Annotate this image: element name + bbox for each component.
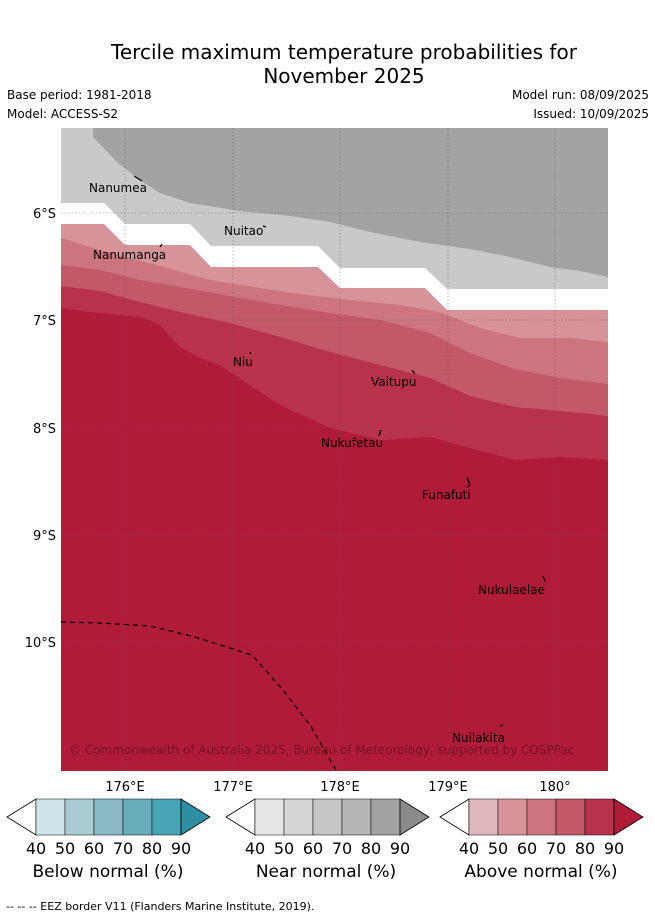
colorbar-tick: 90 [604, 839, 624, 858]
colorbar-tick: 40 [245, 839, 265, 858]
colorbar-tick: 70 [113, 839, 133, 858]
model-run: Model run: 08/09/2025 [511, 88, 649, 102]
colorbars: 40 50 60 70 80 90 40 50 60 70 80 90 40 50 60 70 80 90 [6, 798, 644, 858]
colorbar-tick: 80 [575, 839, 595, 858]
place-nuilakita: Nuilakita [452, 731, 505, 745]
colorbar-tick: 50 [55, 839, 75, 858]
probability-map: Nanumea Nuitao Nanumanga Niu Vaitupu Nuk… [25, 128, 608, 795]
colorbar-tick: 50 [488, 839, 508, 858]
colorbar-cell [283, 798, 314, 836]
copyright-notice: © Commonwealth of Australia 2025, Bureau… [69, 743, 574, 757]
colorbar-cell [370, 798, 401, 836]
colorbar-tick: 90 [390, 839, 410, 858]
map-title: Tercile maximum temperature probabilitie… [0, 40, 655, 88]
place-funafuti: Funafuti [422, 488, 471, 502]
lon-label: 176°E [105, 780, 145, 795]
colorbar-tick: 40 [459, 839, 479, 858]
eez-border [61, 621, 337, 771]
model-name: Model: ACCESS-S2 [7, 107, 119, 121]
place-nanumea: Nanumea [89, 181, 147, 195]
islands [133, 175, 546, 727]
colorbar-cell [497, 798, 528, 836]
lat-label: 7°S [33, 314, 56, 329]
near-50-region [93, 128, 608, 277]
colorbar-tick: 60 [84, 839, 104, 858]
colorbar-cell [341, 798, 372, 836]
colorbar-low-extension [439, 798, 470, 836]
colorbar-high-extension [180, 798, 211, 836]
lon-label: 177°E [213, 780, 253, 795]
colorbar-tick: 70 [332, 839, 352, 858]
place-nuitao: Nuitao [224, 224, 263, 238]
title-line-1: Tercile maximum temperature probabilitie… [111, 40, 577, 64]
below-normal-label: Below normal (%) [32, 862, 184, 882]
colorbar-high-extension [613, 798, 644, 836]
lon-label: 180° [539, 780, 570, 795]
lat-label: 10°S [25, 636, 56, 651]
colorbar-cell [122, 798, 153, 836]
colorbar-tick: 90 [171, 839, 191, 858]
place-nanumanga: Nanumanga [93, 248, 166, 262]
colorbar-cell [555, 798, 586, 836]
colorbar-high-extension [399, 798, 430, 836]
colorbar-0: 40 50 60 70 80 90 [6, 798, 211, 858]
lat-label: 6°S [33, 207, 56, 222]
colorbar-tick: 80 [361, 839, 381, 858]
colorbar-cell [584, 798, 615, 836]
base-period: Base period: 1981-2018 [7, 88, 152, 102]
issued-date: Issued: 10/09/2025 [533, 107, 649, 121]
near-normal-label: Near normal (%) [255, 862, 397, 882]
eez-footnote: -- -- -- EEZ border V11 (Flanders Marine… [6, 900, 315, 913]
lon-axis-labels: 176°E 177°E 178°E 179°E 180° [105, 780, 570, 795]
lon-label: 178°E [320, 780, 360, 795]
lat-label: 9°S [33, 529, 56, 544]
colorbar-2: 40 50 60 70 80 90 [439, 798, 644, 858]
lat-axis-labels: 6°S 7°S 8°S 9°S 10°S [25, 207, 56, 651]
title-line-2: November 2025 [263, 64, 425, 88]
colorbar-low-extension [6, 798, 37, 836]
colorbar-cell [468, 798, 499, 836]
colorbar-cell [35, 798, 66, 836]
place-labels: Nanumea Nuitao Nanumanga Niu Vaitupu Nuk… [89, 181, 545, 745]
colorbar-cell [64, 798, 95, 836]
colorbar-cell [93, 798, 124, 836]
lon-label: 179°E [428, 780, 468, 795]
place-niu: Niu [233, 355, 253, 369]
place-nukulaelae: Nukulaelae [478, 583, 545, 597]
colorbar-tick: 60 [303, 839, 323, 858]
colorbar-cell [526, 798, 557, 836]
colorbar-tick: 50 [274, 839, 294, 858]
colorbar-tick: 80 [142, 839, 162, 858]
lat-label: 8°S [33, 422, 56, 437]
colorbar-tick: 40 [26, 839, 46, 858]
colorbar-tick: 70 [546, 839, 566, 858]
place-vaitupu: Vaitupu [371, 375, 417, 389]
colorbar-cell [254, 798, 285, 836]
colorbar-cell [312, 798, 343, 836]
above-normal-label: Above normal (%) [464, 862, 618, 882]
colorbar-tick: 60 [517, 839, 537, 858]
gridlines [61, 128, 608, 771]
place-nukufetau: Nukufetau [321, 436, 383, 450]
colorbar-cell [151, 798, 182, 836]
colorbar-low-extension [225, 798, 256, 836]
colorbar-1: 40 50 60 70 80 90 [225, 798, 430, 858]
